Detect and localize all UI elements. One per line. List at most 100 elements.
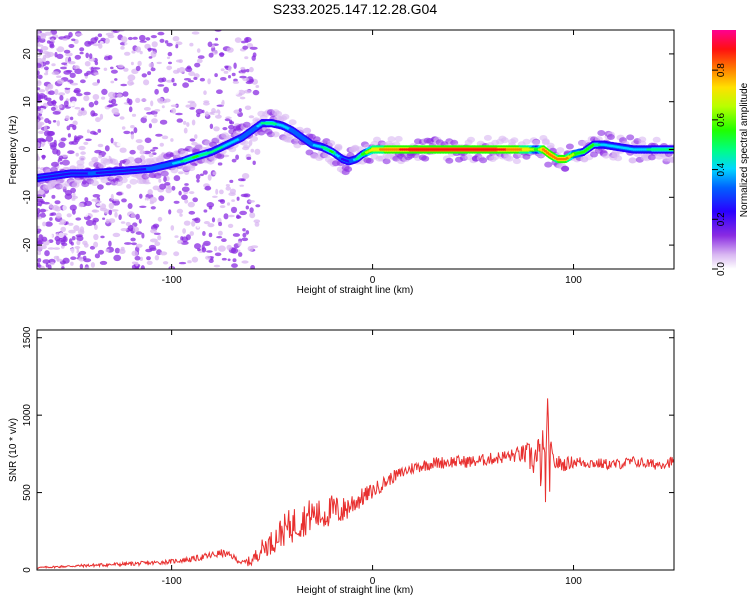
noise-speckle <box>218 230 223 236</box>
ridge-core <box>296 133 300 136</box>
noise-speckle <box>196 222 200 229</box>
noise-speckle <box>126 184 132 189</box>
noise-speckle <box>172 36 180 42</box>
noise-speckle <box>191 220 196 227</box>
noise-speckle <box>90 66 94 73</box>
noise-speckle <box>128 106 133 113</box>
x-tick-label: -100 <box>162 275 182 286</box>
noise-speckle <box>102 47 106 51</box>
noise-speckle <box>149 201 154 205</box>
noise-speckle <box>139 193 143 199</box>
noise-speckle <box>154 255 160 261</box>
noise-speckle <box>63 100 69 107</box>
noise-speckle <box>224 65 229 69</box>
noise-speckle <box>110 80 115 84</box>
noise-speckle <box>229 121 235 125</box>
noise-speckle <box>187 80 194 83</box>
noise-speckle <box>214 112 219 116</box>
noise-speckle <box>58 92 66 96</box>
noise-speckle <box>44 72 49 76</box>
x-tick-label: 100 <box>565 576 582 587</box>
noise-speckle <box>84 72 89 77</box>
noise-speckle <box>199 77 205 82</box>
noise-speckle <box>108 202 115 209</box>
noise-speckle <box>114 78 118 81</box>
noise-speckle <box>254 32 260 38</box>
noise-speckle <box>63 49 71 54</box>
noise-speckle <box>187 201 195 208</box>
noise-speckle <box>166 42 173 47</box>
noise-speckle <box>133 127 138 134</box>
noise-speckle <box>250 265 255 269</box>
noise-speckle <box>37 44 44 47</box>
noise-speckle <box>178 59 183 64</box>
noise-speckle <box>241 237 249 242</box>
noise-speckle <box>55 212 62 219</box>
noise-speckle <box>253 219 261 223</box>
noise-speckle <box>223 70 229 74</box>
ridge-core <box>354 157 359 161</box>
noise-speckle <box>89 245 96 250</box>
noise-speckle <box>214 252 222 257</box>
noise-speckle <box>90 130 97 135</box>
noise-speckle <box>53 255 59 260</box>
noise-speckle <box>230 206 238 214</box>
colorbar-tick-label: 0.4 <box>716 162 727 176</box>
noise-speckle <box>167 51 173 57</box>
colorbar-tick-label: 0.6 <box>716 112 727 126</box>
ridge-core <box>252 127 256 131</box>
ridge-halo <box>387 136 396 143</box>
noise-speckle <box>97 184 104 190</box>
noise-speckle <box>195 108 203 115</box>
noise-speckle <box>127 224 134 232</box>
colorbar-tick-label: 0.0 <box>716 262 727 276</box>
ridge-halo <box>312 136 321 143</box>
ridge-core <box>308 142 312 145</box>
noise-speckle <box>198 37 203 42</box>
noise-speckle <box>120 36 128 43</box>
noise-speckle <box>244 105 252 111</box>
figure-title: S233.2025.147.12.28.G04 <box>273 1 437 17</box>
noise-speckle <box>139 34 146 42</box>
noise-speckle <box>76 240 81 246</box>
ridge-halo <box>647 154 656 161</box>
noise-speckle <box>94 149 102 154</box>
noise-speckle <box>242 228 246 232</box>
noise-speckle <box>84 200 92 207</box>
noise-speckle <box>189 42 194 47</box>
noise-speckle <box>119 147 127 153</box>
ridge-core <box>248 130 252 133</box>
ridge-core <box>242 134 246 138</box>
noise-speckle <box>66 125 71 131</box>
noise-speckle <box>171 185 176 191</box>
noise-speckle <box>37 99 42 103</box>
noise-speckle <box>158 178 162 183</box>
noise-speckle <box>213 264 221 268</box>
noise-speckle <box>118 162 123 167</box>
noise-speckle <box>37 231 41 234</box>
noise-speckle <box>65 189 72 196</box>
noise-speckle <box>110 137 114 144</box>
noise-speckle <box>80 79 86 84</box>
ridge-core <box>306 140 310 144</box>
noise-speckle <box>74 54 82 60</box>
noise-speckle <box>135 139 143 144</box>
noise-speckle <box>157 84 165 87</box>
noise-speckle <box>219 205 226 209</box>
noise-speckle <box>170 225 175 231</box>
noise-speckle <box>240 66 246 71</box>
ridge-halo <box>638 136 647 143</box>
noise-speckle <box>226 244 232 251</box>
ridge-halo <box>394 135 403 142</box>
ridge-core <box>292 130 296 133</box>
noise-speckle <box>183 220 191 226</box>
y-tick-label: -10 <box>22 190 33 205</box>
noise-speckle <box>42 259 50 264</box>
noise-speckle <box>237 240 242 247</box>
noise-speckle <box>123 67 129 72</box>
noise-speckle <box>83 243 89 248</box>
x-tick-label: 100 <box>565 275 582 286</box>
noise-speckle <box>94 253 100 259</box>
ridge-halo <box>180 150 189 157</box>
